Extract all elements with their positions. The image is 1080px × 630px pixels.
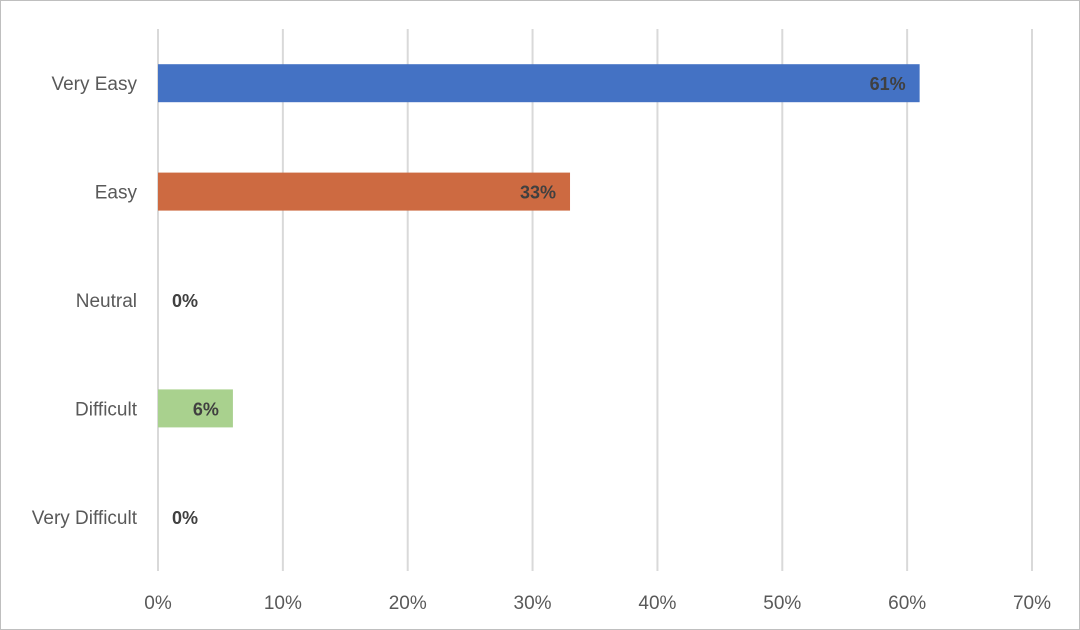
x-tick-label: 10% xyxy=(264,593,302,614)
category-label: Difficult xyxy=(75,399,138,420)
bar xyxy=(158,64,920,102)
x-tick-label: 70% xyxy=(1013,593,1051,614)
data-label: 0% xyxy=(172,291,198,311)
category-label: Very Difficult xyxy=(32,508,138,529)
category-label: Very Easy xyxy=(51,74,137,95)
x-tick-label: 20% xyxy=(389,593,427,614)
data-label: 33% xyxy=(520,183,556,203)
data-label: 0% xyxy=(172,508,198,528)
category-label: Easy xyxy=(95,183,138,204)
x-tick-label: 30% xyxy=(514,593,552,614)
data-label: 61% xyxy=(870,74,906,94)
data-label: 6% xyxy=(193,399,219,419)
x-tick-label: 0% xyxy=(144,593,172,614)
x-tick-label: 60% xyxy=(888,593,926,614)
bar xyxy=(158,173,570,211)
x-tick-label: 40% xyxy=(638,593,676,614)
category-label: Neutral xyxy=(76,291,137,312)
x-tick-label: 50% xyxy=(763,593,801,614)
x-tick-labels: 0% 10% 20% 30% 40% 50% 60% 70% xyxy=(144,593,1051,614)
category-labels: Very Easy Easy Neutral Difficult Very Diffic… xyxy=(32,74,138,529)
bars xyxy=(158,64,920,427)
gridlines xyxy=(158,29,1032,571)
